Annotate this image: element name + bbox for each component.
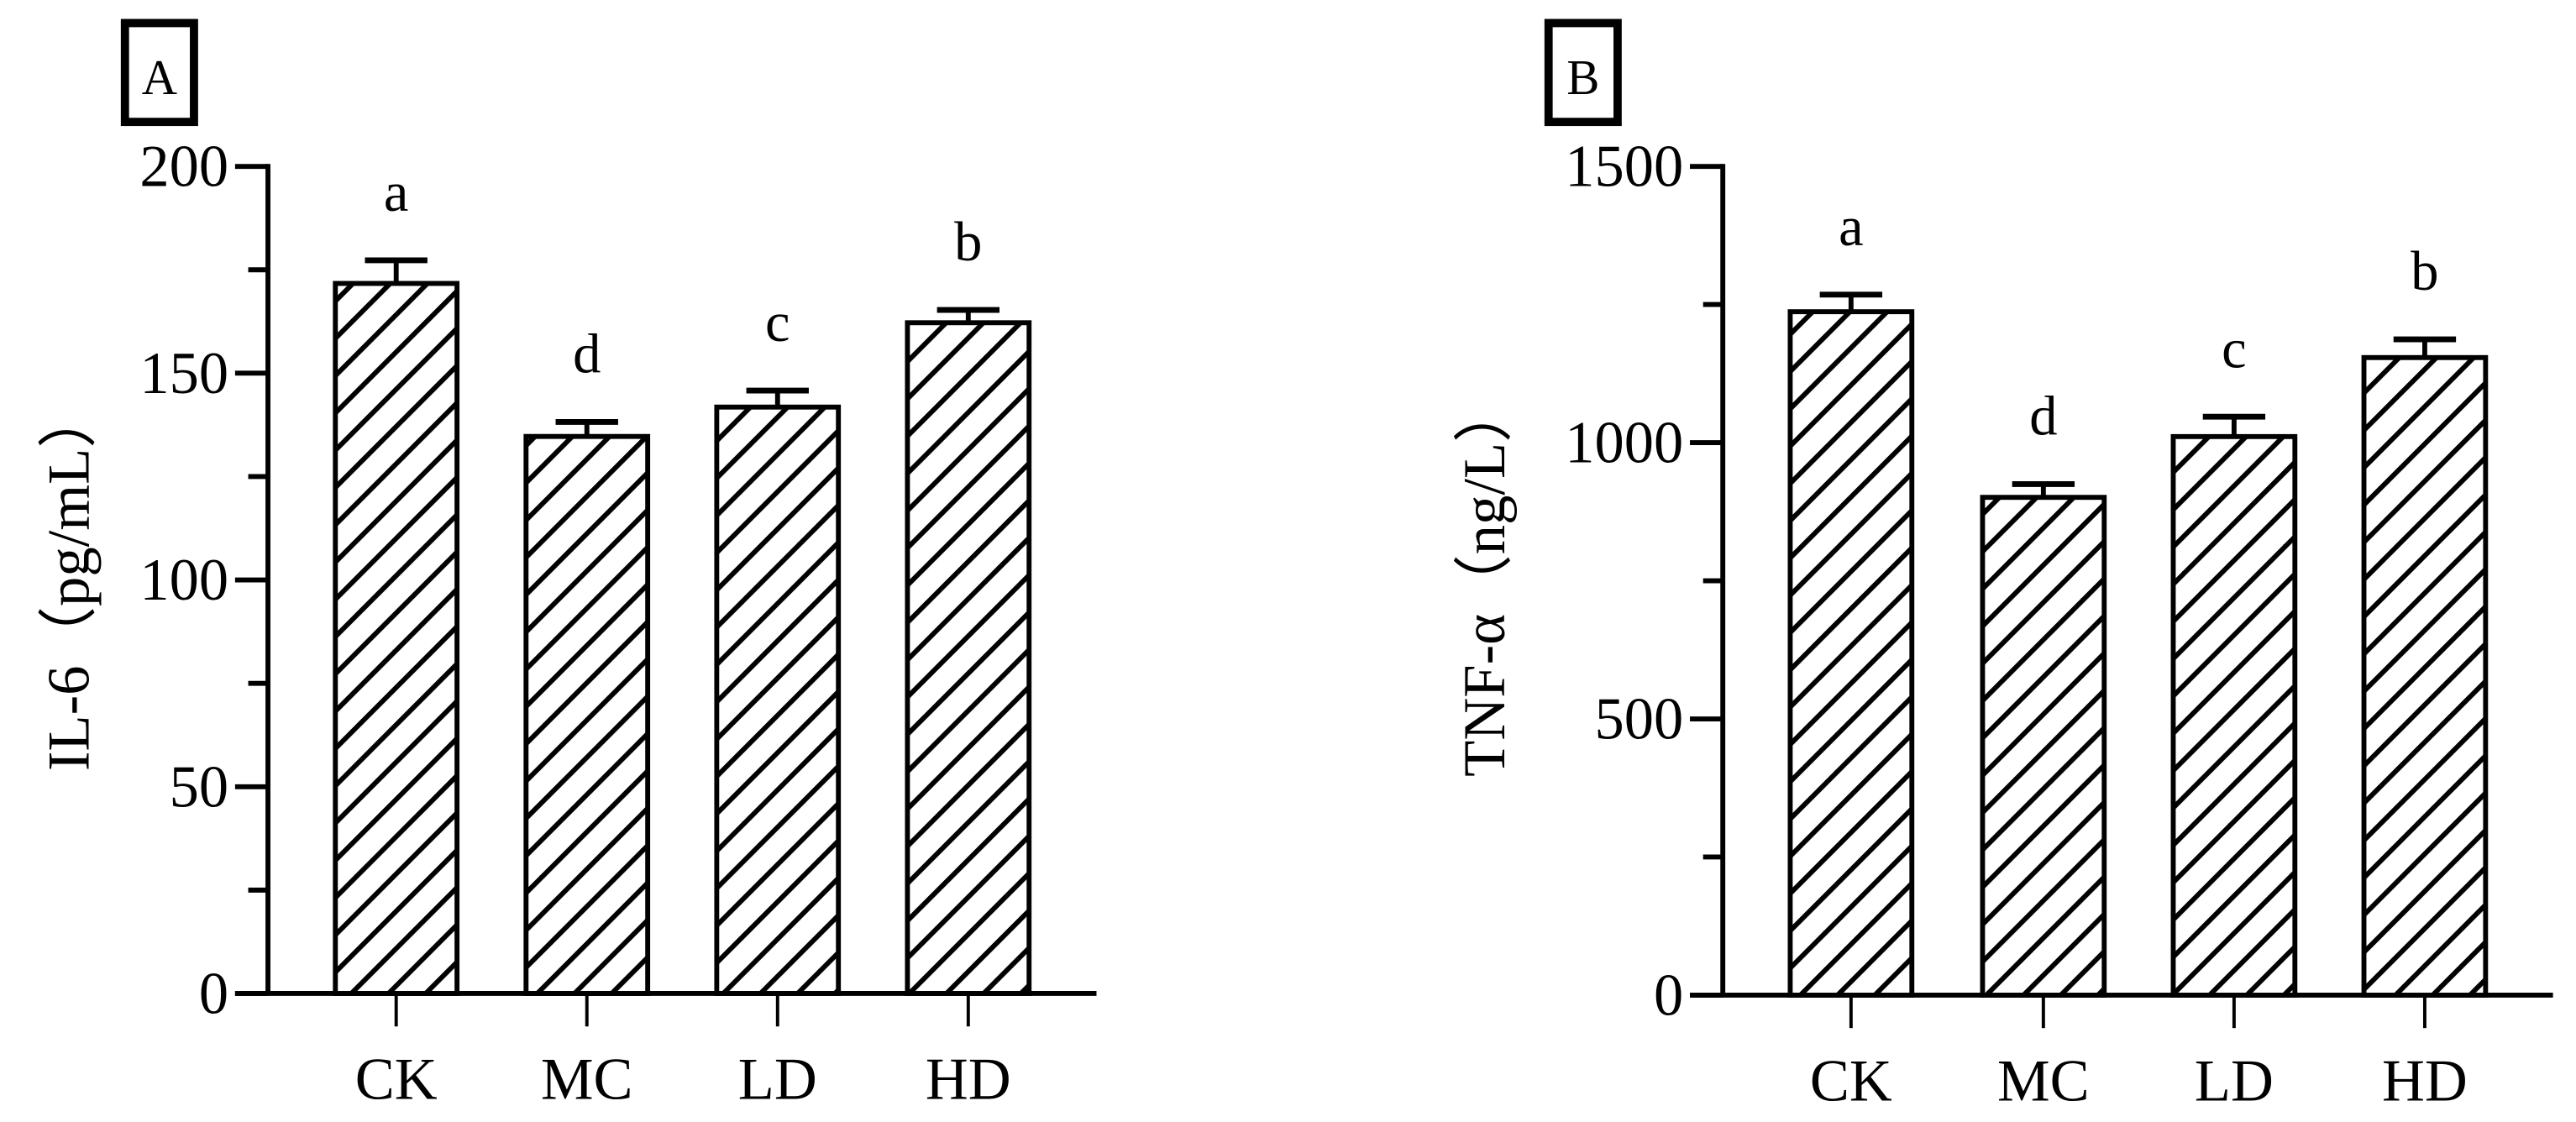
bar-ld: c — [2170, 318, 2298, 998]
x-category-label: MC — [1997, 1048, 2090, 1114]
bar-rect — [1980, 495, 2107, 998]
panel-label: B — [1566, 50, 1599, 105]
bar-mc: d — [1980, 385, 2107, 998]
panel-label: A — [142, 50, 178, 105]
bars: a d c b — [1787, 197, 2489, 998]
y-tick-label: 1500 — [1565, 134, 1683, 200]
panel-b: B TNF-α（ng/L） 0 500 1000 1500 a d c b CK MC LD HD — [1452, 18, 2553, 1114]
x-category-label: HD — [926, 1046, 1011, 1112]
bar-rect — [2170, 433, 2298, 998]
significance-letter: a — [1839, 197, 1864, 258]
bar-rect — [2361, 354, 2489, 998]
x-category-label: HD — [2382, 1048, 2468, 1114]
x-category-label: CK — [355, 1046, 438, 1112]
y-tick-label: 0 — [199, 961, 228, 1026]
significance-letter: d — [573, 324, 601, 385]
significance-letter: b — [2411, 241, 2438, 302]
y-tick-label: 200 — [139, 134, 228, 200]
bar-ld: c — [714, 292, 842, 996]
y-axis: 0 50 100 150 200 — [139, 134, 270, 1027]
y-axis: 0 500 1000 1500 — [1565, 134, 1726, 1029]
y-tick-label: 500 — [1595, 686, 1684, 752]
y-tick-label: 100 — [139, 548, 228, 613]
x-category-label: LD — [2195, 1048, 2274, 1114]
x-category-label: CK — [1810, 1048, 1892, 1114]
bar-ck: a — [1787, 197, 1915, 998]
significance-letter: c — [765, 292, 790, 354]
bar-rect — [333, 280, 460, 996]
significance-letter: d — [2029, 385, 2057, 447]
x-axis: CK MC LD HD — [234, 991, 1097, 1113]
significance-letter: c — [2222, 318, 2247, 380]
y-axis-title: TNF-α（ng/L） — [1452, 383, 1518, 777]
x-category-label: MC — [541, 1046, 633, 1112]
bar-rect — [1787, 309, 1915, 998]
bar-ck: a — [333, 162, 460, 996]
x-category-label: LD — [738, 1046, 817, 1112]
bar-mc: d — [523, 324, 651, 996]
significance-letter: a — [384, 162, 409, 223]
significance-letter: b — [954, 212, 982, 273]
bar-rect — [905, 320, 1032, 996]
x-axis: CK MC LD HD — [1690, 992, 2553, 1114]
bars: a d c b — [333, 162, 1032, 996]
y-tick-label: 150 — [139, 341, 228, 406]
y-tick-label: 0 — [1654, 962, 1683, 1028]
panel-label-box — [120, 18, 198, 127]
bar-rect — [714, 404, 842, 996]
panel-a: A IL-6（pg/mL） 0 50 100 150 200 a d c b CK MC LD HD — [37, 18, 1097, 1113]
y-tick-label: 1000 — [1565, 411, 1683, 476]
bar-hd: b — [2361, 241, 2489, 998]
y-axis-title: IL-6（pg/mL） — [37, 389, 102, 771]
panel-label-box — [1544, 18, 1622, 127]
y-tick-label: 50 — [170, 754, 228, 820]
bar-rect — [523, 433, 651, 996]
bar-hd: b — [905, 212, 1032, 996]
